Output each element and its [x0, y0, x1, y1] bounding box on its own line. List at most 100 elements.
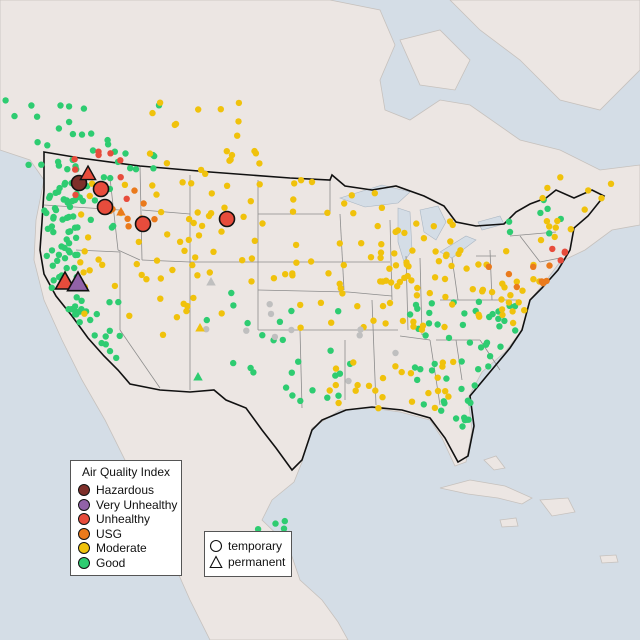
site-good [422, 332, 429, 339]
site-moderate [449, 221, 456, 229]
site-usg [513, 283, 520, 291]
legend-label: Hazardous [96, 483, 155, 497]
site-good [79, 197, 87, 205]
site-moderate [554, 217, 561, 225]
site-usg [140, 200, 147, 207]
site-moderate [208, 190, 215, 197]
site-good [71, 303, 79, 310]
site-moderate [379, 302, 387, 310]
site-moderate [332, 381, 339, 389]
site-good [33, 113, 41, 120]
site-moderate [409, 247, 416, 254]
site-type-legend: temporary permanent [204, 531, 292, 577]
site-moderate [81, 310, 88, 317]
site-good [46, 194, 53, 202]
site-moderate [426, 289, 433, 297]
legend-swatch-unhealthy [78, 513, 90, 525]
site-good [458, 358, 465, 365]
site-unhealthy [218, 210, 236, 228]
site-moderate [86, 267, 93, 274]
site-good [108, 224, 116, 231]
site-good [55, 188, 62, 195]
site-moderate [217, 106, 224, 113]
site-good [116, 332, 123, 340]
site-moderate [507, 292, 514, 299]
site-moderate [403, 261, 410, 268]
site-good [324, 394, 331, 401]
site-good [50, 228, 57, 236]
site-good [106, 299, 113, 306]
site-moderate [81, 248, 88, 255]
site-moderate [414, 284, 421, 292]
site-good [505, 218, 513, 225]
site-moderate [256, 181, 263, 188]
site-moderate [598, 195, 605, 202]
site-moderate [378, 204, 386, 211]
site-moderate [190, 219, 197, 227]
site-good [272, 520, 279, 527]
site-moderate [379, 374, 387, 382]
site-good [71, 196, 79, 204]
site-no-data [345, 377, 352, 385]
site-good [459, 321, 467, 329]
site-good [43, 209, 50, 217]
site-good [289, 392, 296, 399]
site-moderate [519, 287, 526, 294]
site-moderate [394, 283, 401, 290]
site-moderate [239, 257, 246, 264]
site-moderate [197, 166, 205, 174]
site-moderate [159, 331, 167, 338]
site-good [546, 230, 553, 237]
site-good [496, 323, 503, 330]
site-unhealthy [72, 166, 79, 173]
site-moderate-permanent [195, 323, 205, 332]
site-good [506, 228, 514, 236]
site-unhealthy [557, 257, 564, 264]
site-moderate [293, 259, 300, 266]
site-good [78, 297, 85, 304]
site-good [426, 309, 433, 317]
site-moderate [410, 318, 417, 325]
site-moderate [350, 359, 357, 366]
cuba-island [439, 479, 533, 505]
site-moderate [392, 363, 399, 370]
site-good [280, 525, 288, 532]
site-moderate [365, 382, 373, 389]
site-moderate [308, 178, 316, 186]
site-moderate [176, 238, 184, 245]
site-unhealthy [117, 174, 124, 181]
site-moderate [195, 106, 202, 113]
site-good [48, 284, 55, 291]
site-good [107, 174, 114, 182]
site-moderate [192, 254, 199, 261]
site-moderate [585, 187, 592, 194]
state-border-line [119, 329, 161, 389]
site-moderate [386, 299, 394, 307]
site-moderate [509, 319, 517, 327]
site-good [55, 251, 63, 258]
state-border-line [117, 249, 141, 261]
site-moderate [377, 249, 385, 256]
hispaniola-island [539, 497, 576, 517]
bahamas-island [483, 455, 506, 471]
site-moderate [146, 150, 154, 157]
site-good [434, 321, 441, 328]
site-good [91, 332, 98, 339]
site-good [51, 205, 59, 212]
site-moderate [387, 279, 395, 286]
legend-swatch-hazardous [78, 484, 90, 496]
site-good [115, 298, 122, 306]
puerto-rico-island [599, 554, 619, 564]
site-moderate [498, 296, 505, 303]
site-usg [125, 223, 132, 230]
site-good [477, 344, 485, 351]
site-moderate [413, 292, 421, 299]
circle-icon [209, 539, 223, 553]
site-good [288, 307, 295, 315]
site-moderate [210, 248, 217, 255]
site-moderate [379, 278, 386, 285]
site-moderate [307, 258, 315, 265]
site-moderate [546, 223, 553, 230]
legend-item-very-unhealthy: Very Unhealthy [77, 498, 177, 512]
site-moderate [248, 255, 256, 262]
